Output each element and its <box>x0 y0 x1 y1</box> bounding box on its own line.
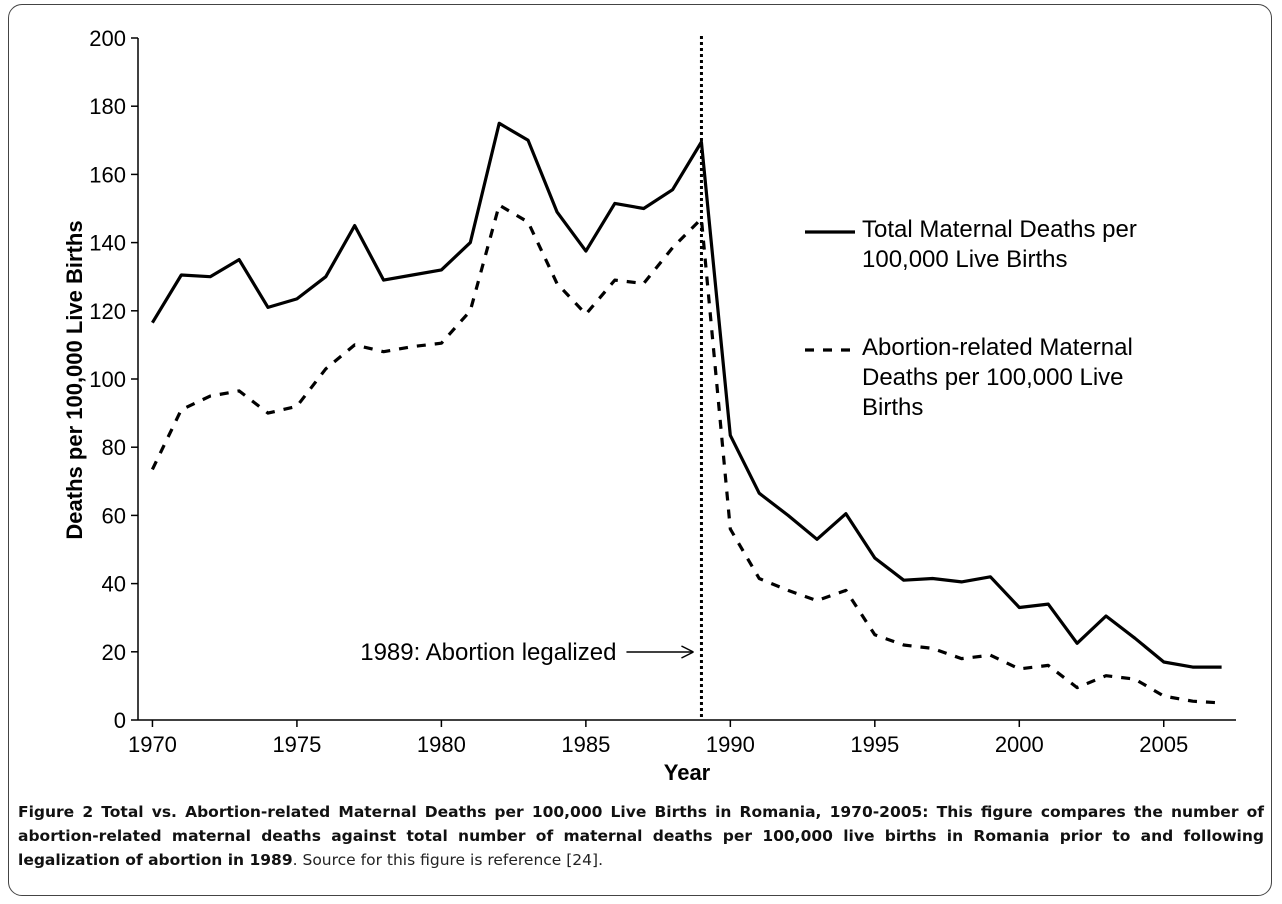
x-tick-label: 1970 <box>128 732 177 757</box>
legend-label: Abortion-related Maternal Deaths per 100… <box>862 334 1133 421</box>
x-tick-label: 1995 <box>850 732 899 757</box>
annotation-arrowhead <box>681 645 694 659</box>
caption-text: . Source for this figure is reference [2… <box>292 851 604 869</box>
x-tick-label: 1990 <box>706 732 755 757</box>
y-axis-label: Deaths per 100,000 Live Births <box>62 220 87 539</box>
y-tick-label: 0 <box>114 708 126 733</box>
annotation: 1989: Abortion legalized <box>360 639 616 666</box>
y-tick-label: 80 <box>102 435 126 460</box>
series-line <box>150 203 1222 705</box>
x-tick-label: 2005 <box>1139 732 1188 757</box>
y-tick-label: 160 <box>89 162 126 187</box>
x-tick-label: 1985 <box>561 732 610 757</box>
y-tick-label: 120 <box>89 299 126 324</box>
y-tick-label: 140 <box>89 231 126 256</box>
x-tick-label: 1980 <box>417 732 466 757</box>
chart: Deaths per 100,000 Live Births Year 0 20 4… <box>62 26 1236 785</box>
y-tick-label: 20 <box>102 640 126 665</box>
x-axis-label: Year <box>664 760 711 785</box>
series-line <box>151 121 1222 669</box>
figure-frame <box>8 4 1272 896</box>
x-tick-label: 2000 <box>995 732 1044 757</box>
y-tick-label: 60 <box>102 503 126 528</box>
legend-label: Total Maternal Deaths per 100,000 Live B… <box>862 216 1137 273</box>
y-tick-label: 40 <box>102 572 126 597</box>
y-tick-label: 100 <box>89 367 126 392</box>
caption-bold: Figure 2 Total vs. Abortion-related Mate… <box>18 803 1264 869</box>
y-tick-label: 200 <box>89 26 126 51</box>
x-tick-label: 1975 <box>272 732 321 757</box>
caption: Figure 2 Total vs. Abortion-related Mate… <box>18 800 1264 872</box>
y-tick-label: 180 <box>89 94 126 119</box>
